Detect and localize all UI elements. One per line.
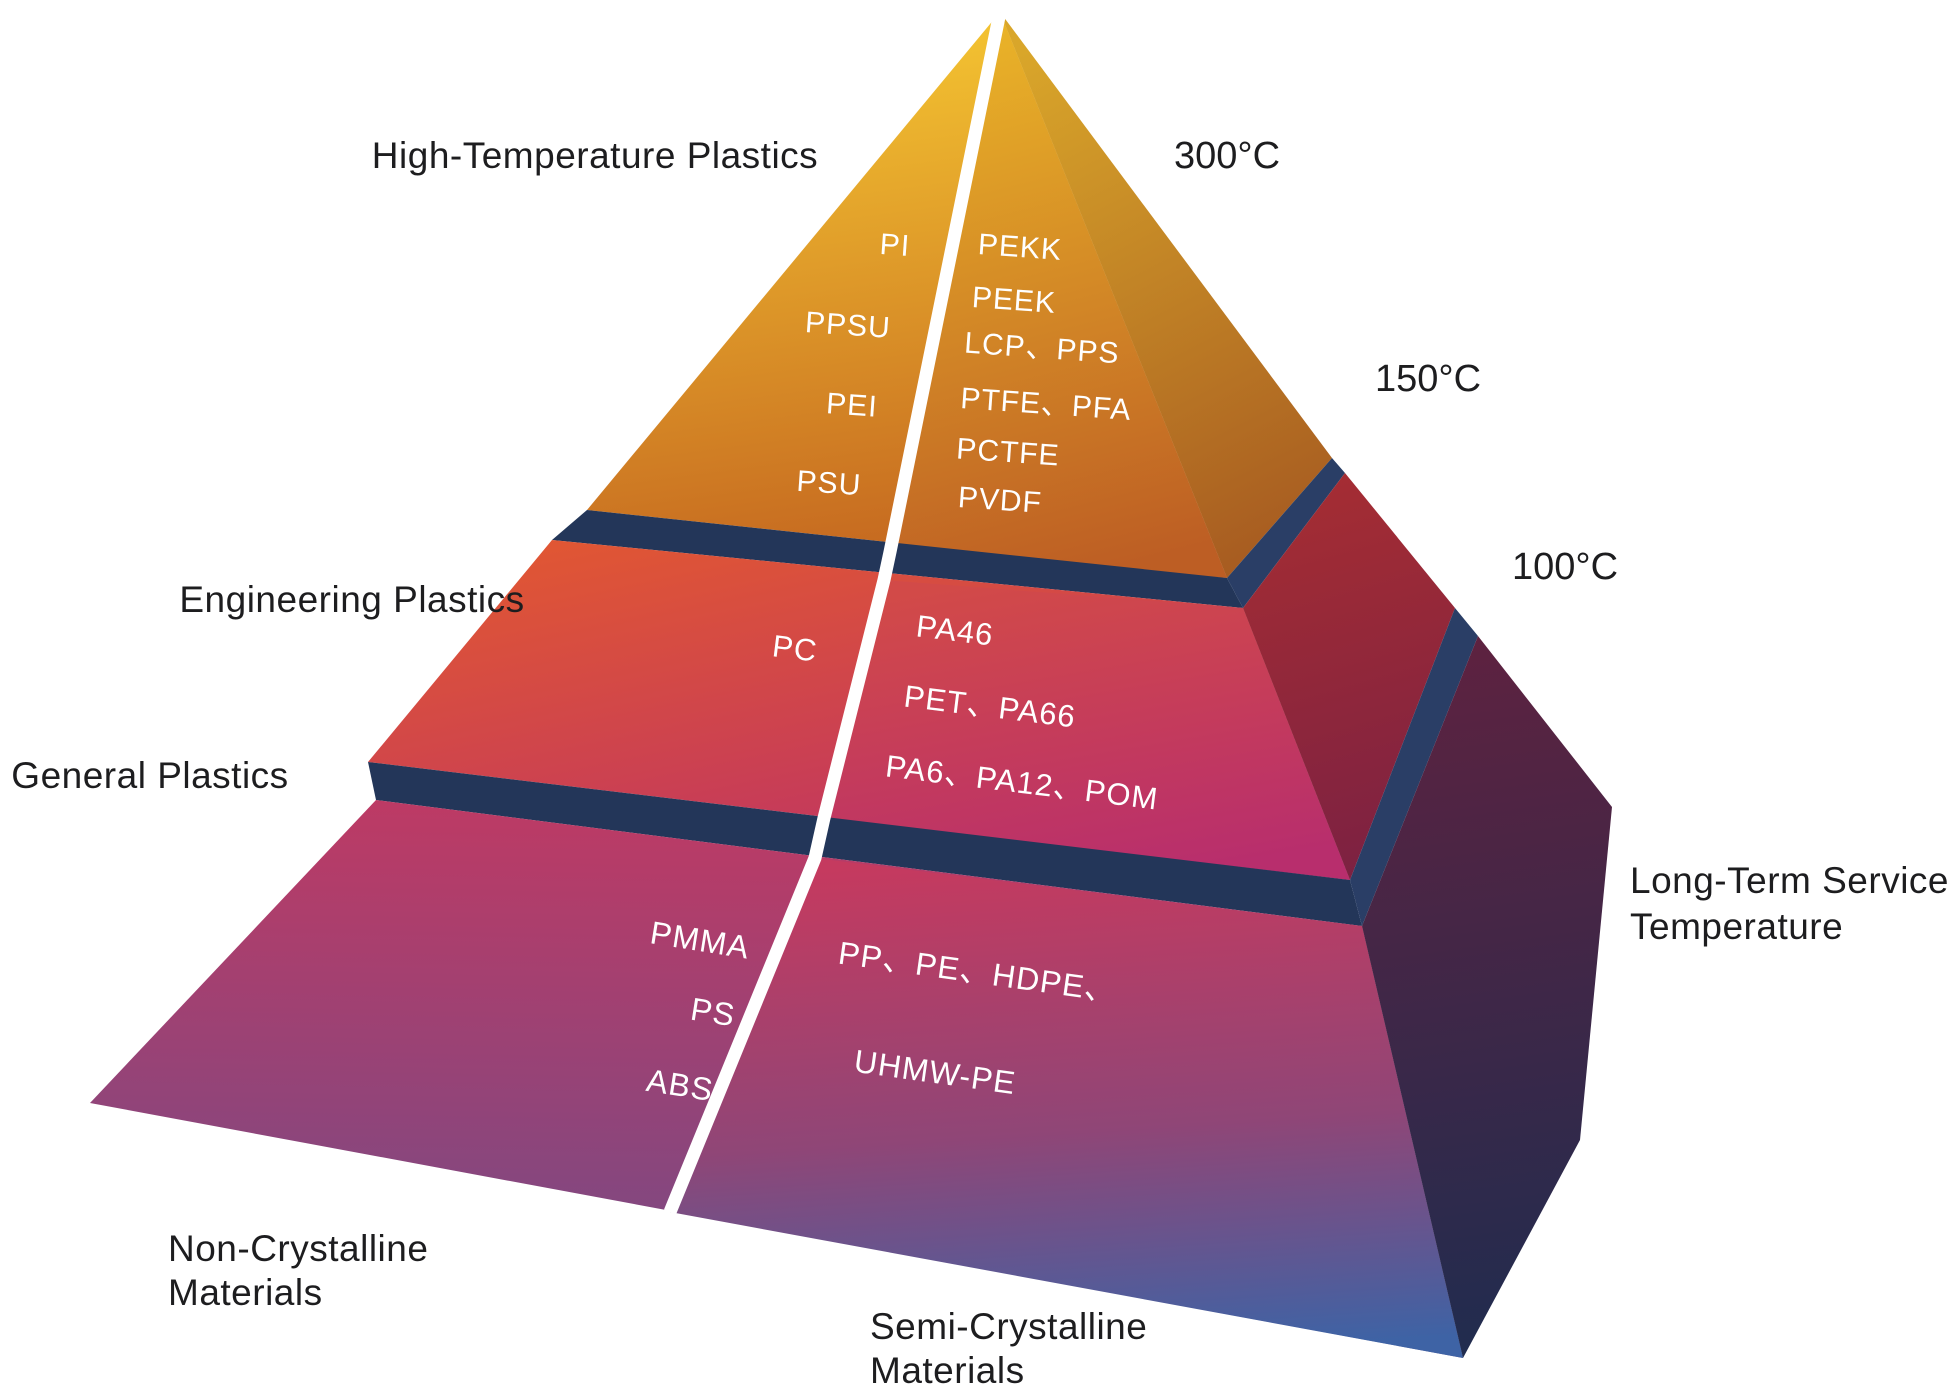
tier3-category-label: General Plastics xyxy=(11,755,288,796)
separator-band2-front xyxy=(368,762,1362,926)
material-label: PPSU xyxy=(804,306,892,345)
tier2-front-right-face xyxy=(824,580,1350,880)
tier3-side-face xyxy=(1362,636,1612,1358)
non-crystalline-label-line2: Materials xyxy=(168,1272,323,1313)
material-label: PI xyxy=(879,228,912,263)
semi-crystalline-label-line1: Semi-Crystalline xyxy=(870,1306,1147,1347)
separator-band1-side xyxy=(1227,458,1345,608)
semi-crystalline-label-line2: Materials xyxy=(870,1350,1025,1391)
temp-label-100: 100°C xyxy=(1512,546,1618,588)
material-label: PSU xyxy=(796,465,863,502)
axis-label-line1: Long-Term Service xyxy=(1630,860,1949,901)
tier1-side-face xyxy=(1000,12,1332,578)
temp-label-300: 300°C xyxy=(1174,135,1280,177)
separator-band1-front xyxy=(552,510,1243,608)
material-label: PCTFE xyxy=(955,432,1060,472)
non-crystalline-label-line1: Non-Crystalline xyxy=(168,1228,428,1269)
tier3-front-right-face xyxy=(670,858,1463,1358)
tier1-category-label: High-Temperature Plastics xyxy=(372,135,818,176)
material-label: PS xyxy=(688,991,738,1034)
tier2-category-label: Engineering Plastics xyxy=(179,579,524,620)
axis-label-line2: Temperature xyxy=(1630,906,1843,947)
material-label: PEKK xyxy=(977,228,1063,267)
material-label: PC xyxy=(770,628,819,668)
material-label: PEI xyxy=(825,387,879,424)
temp-label-150: 150°C xyxy=(1375,358,1481,400)
material-label: PVDF xyxy=(957,481,1043,520)
material-label: PEEK xyxy=(971,281,1057,320)
tier2-side-face xyxy=(1243,473,1455,880)
separator-band2-side xyxy=(1350,608,1478,926)
crystallinity-divider-line xyxy=(663,10,1007,1215)
